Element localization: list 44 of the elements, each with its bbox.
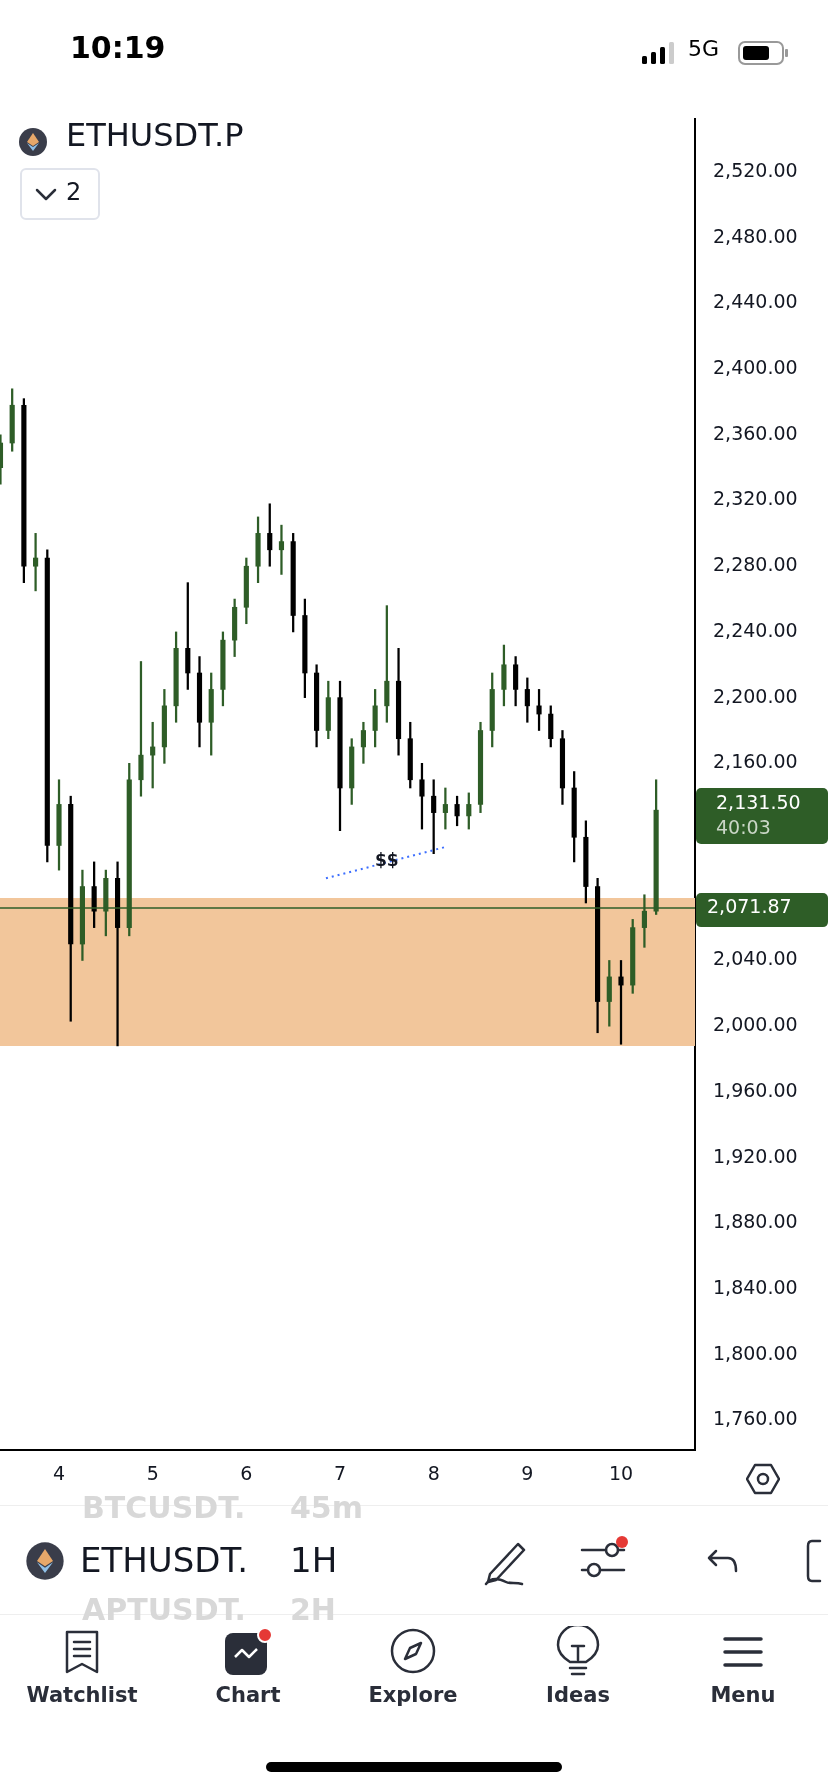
x-tick-label: 7	[333, 1462, 347, 1485]
text: Explore	[368, 1683, 458, 1709]
text: Watchlist	[26, 1683, 138, 1709]
text: 5G	[688, 36, 720, 63]
y-tick-label: 1,920.00	[713, 1144, 798, 1167]
candlestick	[278, 524, 285, 575]
text: Menu	[710, 1683, 776, 1709]
candlestick	[33, 533, 39, 592]
annotation: 2	[66, 178, 82, 207]
y-tick-label: 1,760.00	[713, 1407, 798, 1430]
x-tick-label: 8	[427, 1462, 440, 1485]
text: 10:19	[70, 30, 166, 66]
x-tick-label: 10	[608, 1462, 634, 1485]
x-tick-label: 6	[240, 1462, 253, 1485]
text: 2,131.50	[716, 791, 801, 814]
text: Ideas	[546, 1683, 610, 1709]
y-tick-label: 2,440.00	[713, 290, 798, 313]
x-tick-label: 5	[146, 1462, 159, 1485]
y-tick-label: 2,400.00	[713, 356, 798, 379]
y-tick-label: 2,360.00	[713, 421, 798, 444]
y-tick-label: 1,960.00	[713, 1078, 798, 1101]
ref-line-label: 2,071.87	[707, 895, 792, 918]
y-tick-label: 1,840.00	[713, 1275, 798, 1298]
y-tick-label: 2,000.00	[713, 1013, 798, 1036]
candlestick	[442, 787, 448, 830]
y-tick-label: 2,160.00	[713, 750, 798, 773]
y-tick-label: 2,480.00	[713, 224, 798, 247]
annotation: $$	[375, 850, 399, 871]
y-tick-label: 1,800.00	[713, 1341, 798, 1364]
text: Chart	[215, 1683, 281, 1709]
text: 40:03	[716, 816, 771, 839]
x-tick-label: 9	[521, 1462, 534, 1485]
chart-title: ETHUSDT.P	[66, 116, 244, 154]
y-tick-label: 2,280.00	[713, 553, 798, 576]
text: ETHUSDT.	[80, 1540, 249, 1581]
candlestick	[114, 861, 121, 1047]
text: 1H	[290, 1540, 338, 1581]
x-tick-label: 4	[52, 1462, 66, 1485]
y-tick-label: 2,320.00	[713, 487, 798, 510]
y-tick-label: 1,880.00	[713, 1210, 798, 1233]
y-tick-label: 2,200.00	[713, 684, 798, 707]
y-tick-label: 2,040.00	[713, 947, 798, 970]
y-tick-label: 2,240.00	[713, 618, 798, 641]
y-tick-label: 2,520.00	[713, 158, 798, 181]
